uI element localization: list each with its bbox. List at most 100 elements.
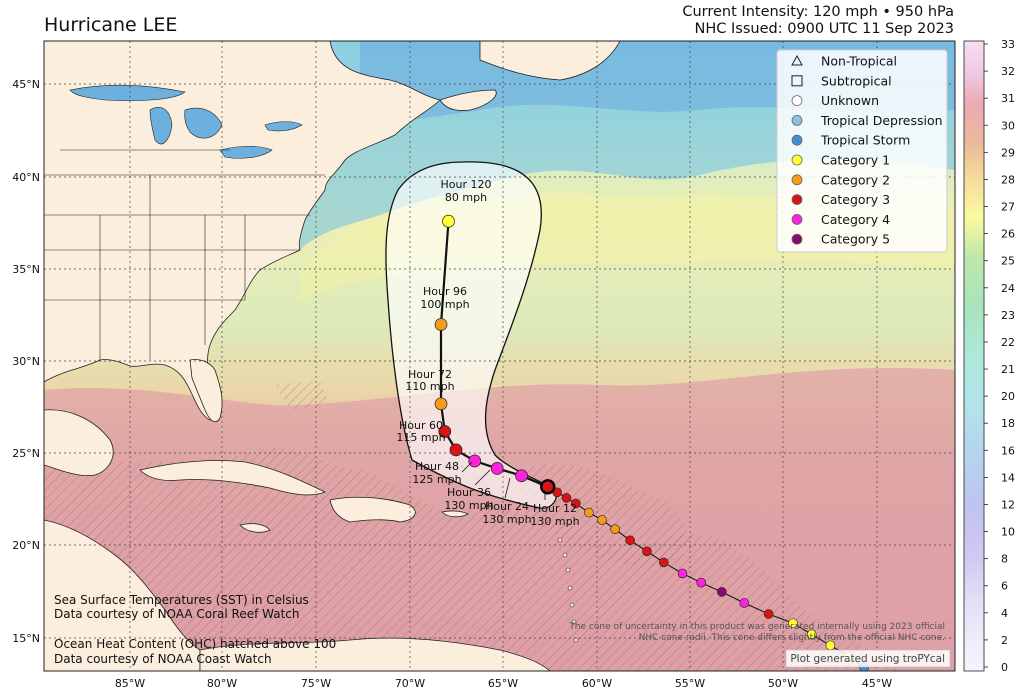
sst-colorbar: 3332313029282726252423222120181614121086… — [963, 38, 1015, 674]
land-canada-east — [479, 41, 621, 81]
legend-label: Category 3 — [821, 192, 890, 207]
past-track-point — [610, 524, 620, 535]
ohc-hatch-caribbean — [44, 447, 900, 671]
legend-label: Unknown — [821, 93, 879, 108]
disclaimer-line2: NHC cone radii. This cone differs slight… — [639, 633, 945, 643]
track-layer — [434, 214, 869, 671]
current-position-marker — [540, 479, 556, 495]
past-track-point — [696, 577, 707, 588]
forecast-track-point — [468, 454, 482, 468]
ohc-credit-line1: Ocean Heat Content (OHC) hatched above 1… — [54, 637, 336, 651]
lat-tick: 35°N — [12, 263, 40, 276]
circle-icon — [791, 95, 803, 106]
sst-credit-line1: Sea Surface Temperatures (SST) in Celsiu… — [54, 593, 309, 607]
circle-icon — [791, 134, 803, 146]
lat-tick: 25°N — [12, 447, 40, 460]
label-wind-96: 100 mph — [420, 298, 469, 311]
land-hispaniola — [329, 496, 416, 523]
colorbar-tick-label: 0 — [1001, 661, 1008, 674]
colorbar-tick-label: 23 — [1001, 309, 1015, 322]
colorbar-tick-label: 2 — [1001, 634, 1008, 647]
lat-tick: 45°N — [12, 78, 40, 91]
circle-icon — [791, 154, 803, 166]
intensity-info: Current Intensity: 120 mph • 950 hPa NHC… — [682, 4, 954, 38]
colorbar-tick-label: 29 — [1001, 146, 1015, 159]
land-yucatan — [44, 409, 114, 477]
label-hour-12: Hour 12 — [533, 502, 577, 515]
past-track-point — [625, 535, 635, 546]
legend-label: Tropical Storm — [820, 133, 910, 148]
land-florida — [189, 359, 223, 423]
forecast-track-point — [515, 469, 528, 483]
lon-tick: 50°W — [768, 677, 798, 690]
legend-item: Tropical Storm — [791, 133, 910, 148]
legend-item: Tropical Depression — [791, 113, 943, 128]
legend-label: Category 1 — [821, 153, 890, 168]
colorbar-tick-label: 4 — [1001, 607, 1008, 620]
circle-icon — [791, 174, 803, 186]
lat-tick: 15°N — [12, 632, 40, 645]
past-track-point — [571, 498, 581, 509]
ohc-credit-line2: Data courtesy of NOAA Coast Watch — [54, 652, 272, 666]
lon-tick: 60°W — [582, 677, 612, 690]
colorbar-tick-label: 24 — [1001, 282, 1015, 295]
past-track-point — [739, 598, 750, 608]
colorbar-tick-label: 31 — [1001, 92, 1015, 105]
legend-item: Unknown — [791, 93, 879, 108]
current-intensity: Current Intensity: 120 mph • 950 hPa — [682, 4, 954, 20]
past-track-point — [763, 609, 774, 619]
state-borders — [44, 149, 325, 360]
colorbar-tick-label: 32 — [1001, 65, 1015, 78]
label-wind-24: 130 mph — [482, 513, 531, 526]
legend-label: Non-Tropical — [821, 54, 897, 69]
great-lakes — [69, 84, 303, 159]
past-track-point — [597, 515, 607, 525]
lon-tick: 70°W — [395, 677, 425, 690]
forecast-track-point — [490, 462, 504, 475]
storm-title: Hurricane LEE — [44, 14, 178, 36]
past-track-point — [806, 629, 817, 640]
label-hour-96: Hour 96 — [423, 285, 467, 298]
lon-ticks: 85°W 80°W 75°W 70°W 65°W 60°W 55°W 50°W … — [115, 677, 892, 690]
land-jamaica — [239, 523, 271, 533]
square-icon — [791, 75, 803, 87]
forecast-labels: Hour 120 80 mph Hour 96 100 mph Hour 72 … — [396, 178, 579, 528]
legend-label: Category 2 — [821, 172, 890, 187]
label-wind-12: 130 mph — [530, 515, 579, 528]
label-hour-24: Hour 24 — [485, 500, 529, 513]
label-hour-72: Hour 72 — [408, 368, 452, 381]
colorbar-tick-label: 14 — [1001, 471, 1015, 484]
land-south-america — [199, 637, 551, 671]
plot-frame — [43, 40, 956, 672]
triangle-icon — [791, 54, 803, 66]
land-lesser-antilles — [557, 537, 579, 643]
past-track-point — [642, 546, 652, 557]
circle-icon — [791, 213, 803, 225]
lat-ticks: 45°N 40°N 35°N 30°N 25°N 20°N 15°N — [12, 78, 40, 645]
lon-tick: 45°W — [862, 677, 892, 690]
lon-tick: 85°W — [115, 677, 145, 690]
label-wind-72: 110 mph — [405, 380, 454, 393]
legend-item: Non-Tropical — [791, 54, 897, 69]
legend: Non-Tropical Subtropical Unknown Tropical D… — [776, 49, 948, 253]
label-wind-60: 115 mph — [396, 431, 445, 444]
colorbar-tick-label: 26 — [1001, 228, 1015, 241]
legend-item: Category 2 — [791, 172, 890, 187]
label-hour-60: Hour 60 — [399, 419, 443, 432]
colorbar-tick-label: 20 — [1001, 390, 1015, 403]
plot-credit: Plot generated using troPYcal — [790, 653, 945, 665]
lon-tick: 80°W — [207, 677, 237, 690]
legend-item: Category 1 — [791, 153, 890, 168]
gridlines — [44, 41, 955, 671]
land-nova-scotia — [439, 89, 497, 111]
colorbar-tick-label: 8 — [1001, 553, 1008, 566]
label-hour-120: Hour 120 — [441, 178, 492, 191]
circle-icon — [791, 233, 803, 245]
past-track-point — [584, 507, 594, 518]
nhc-issued: NHC Issued: 0900 UTC 11 Sep 2023 — [694, 21, 954, 37]
lat-tick: 20°N — [12, 539, 40, 552]
legend-item: Category 3 — [791, 192, 890, 207]
colorbar-tick-label: 27 — [1001, 201, 1015, 214]
legend-item: Category 5 — [791, 232, 890, 247]
